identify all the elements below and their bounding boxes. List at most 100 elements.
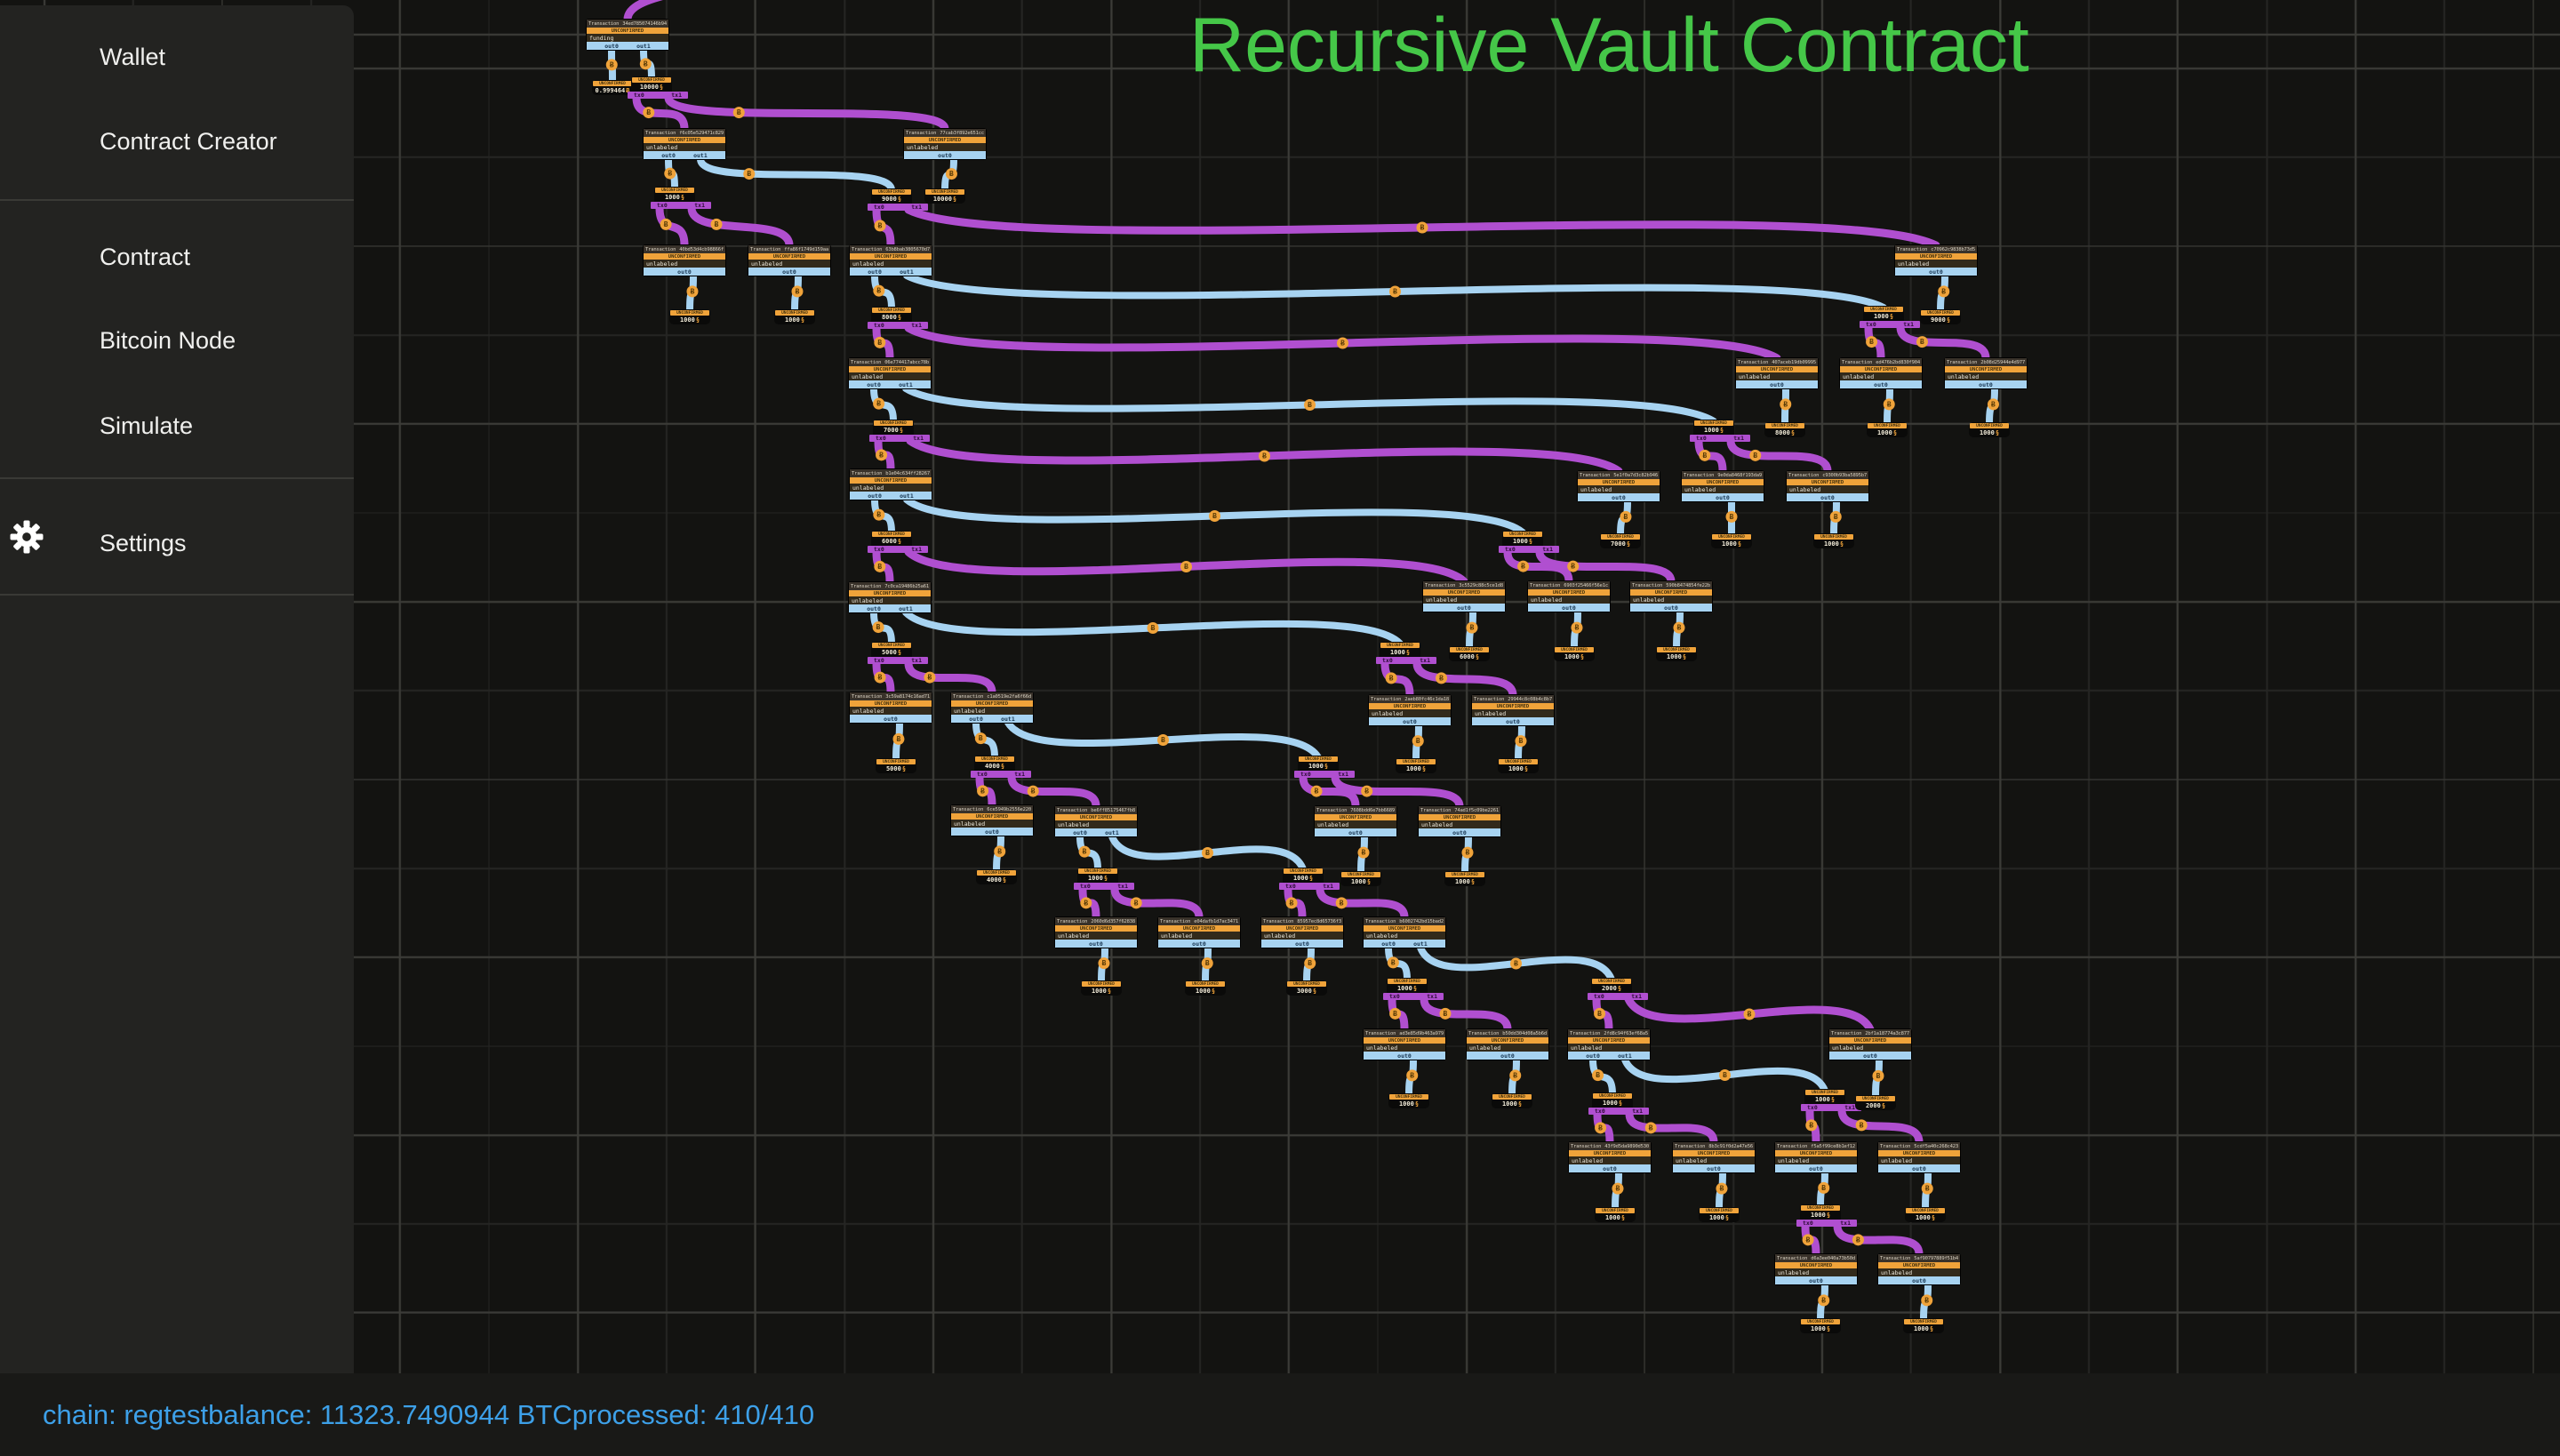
utxo-spenders-bar[interactable]: tx0 tx1 — [1279, 883, 1340, 890]
utxo-badge[interactable]: UNCONFIRMED 1000 § tx0 tx1 — [1074, 868, 1134, 890]
utxo-spenders-bar[interactable]: tx0 tx1 — [1376, 657, 1436, 664]
utxo-badge[interactable]: UNCONFIRMED 1000 § tx0 tx1 — [1796, 1204, 1857, 1227]
utxo-badge[interactable]: UNCONFIRMED 7000 § — [1600, 533, 1641, 548]
tx-outputs-bar[interactable]: out0 — [1775, 1164, 1857, 1172]
transaction-node[interactable]: Transaction ed476b2bd830f904 UNCONFIRMED un… — [1840, 358, 1922, 388]
transaction-node[interactable]: Transaction c9300b93ba5895b7 UNCONFIRMED un… — [1787, 471, 1868, 501]
transaction-node[interactable]: Transaction 3c5529c88c5ce1d8 UNCONFIRMED un… — [1423, 581, 1505, 612]
utxo-badge[interactable]: UNCONFIRMED 4000 § — [976, 869, 1017, 884]
transaction-node[interactable]: Transaction 5e1f0a7d3c82b946 UNCONFIRMED un… — [1578, 471, 1660, 501]
utxo-badge[interactable]: UNCONFIRMED 1000 § tx0 tx1 — [1499, 531, 1559, 553]
tx-outputs-bar[interactable]: out0 — [1158, 940, 1240, 948]
utxo-badge[interactable]: UNCONFIRMED 1000 § tx0 tx1 — [1588, 1092, 1649, 1115]
utxo-badge[interactable]: UNCONFIRMED 2000 § — [1855, 1095, 1896, 1110]
tx-outputs-bar[interactable]: out0 — [1787, 493, 1868, 501]
utxo-badge[interactable]: UNCONFIRMED 8000 § — [1764, 422, 1805, 437]
utxo-badge[interactable]: UNCONFIRMED 10000 § tx0 tx1 — [628, 76, 688, 99]
utxo-badge[interactable]: UNCONFIRMED 1000 § — [1813, 533, 1854, 548]
transaction-node[interactable]: Transaction 40bd53d4cb98866f UNCONFIRMED un… — [644, 245, 725, 276]
utxo-badge[interactable]: UNCONFIRMED 1000 § — [1444, 871, 1485, 886]
transaction-node[interactable]: Transaction 5af90797889f51b4 UNCONFIRMED un… — [1878, 1254, 1960, 1284]
tx-outputs-bar[interactable]: out0 — [1682, 493, 1764, 501]
sidebar-item-bitcoin-node[interactable]: Bitcoin Node — [100, 326, 236, 354]
tx-outputs-bar[interactable]: out0 — [1055, 940, 1137, 948]
utxo-spenders-bar[interactable]: tx0 tx1 — [971, 771, 1031, 778]
utxo-spenders-bar[interactable]: tx0 tx1 — [868, 322, 928, 329]
transaction-node[interactable]: Transaction 407aceb19db09995 UNCONFIRMED un… — [1736, 358, 1818, 388]
utxo-badge[interactable]: UNCONFIRMED 1000 § — [1554, 646, 1595, 661]
transaction-node[interactable]: Transaction 63b8bab3805670d7 UNCONFIRMED un… — [850, 245, 932, 276]
utxo-badge[interactable]: UNCONFIRMED 6000 § tx0 tx1 — [868, 531, 928, 553]
utxo-badge[interactable]: UNCONFIRMED 1000 § tx0 tx1 — [1383, 978, 1444, 1000]
transaction-node[interactable]: Transaction 29944c8c08b4c8b7 UNCONFIRMED un… — [1472, 695, 1554, 725]
utxo-spenders-bar[interactable]: tx0 tx1 — [1499, 546, 1559, 553]
transaction-node[interactable]: Transaction 9e0da8468f193da9 UNCONFIRMED un… — [1682, 471, 1764, 501]
sidebar-item-contract-creator[interactable]: Contract Creator — [100, 127, 277, 155]
transaction-node[interactable]: Transaction 2fd8c94f63ef68a5 UNCONFIRMED un… — [1568, 1029, 1650, 1060]
utxo-spenders-bar[interactable]: tx0 tx1 — [868, 204, 928, 211]
tx-outputs-bar[interactable]: out0 out1 — [1364, 940, 1445, 948]
utxo-badge[interactable]: UNCONFIRMED 1000 § — [774, 309, 815, 324]
utxo-badge[interactable]: UNCONFIRMED 1000 § — [1081, 980, 1122, 996]
tx-outputs-bar[interactable]: out0 — [1423, 604, 1505, 612]
tx-outputs-bar[interactable]: out0 — [1419, 828, 1500, 836]
utxo-badge[interactable]: UNCONFIRMED 1000 § — [1185, 980, 1226, 996]
utxo-badge[interactable]: UNCONFIRMED 1000 § tx0 tx1 — [1690, 420, 1750, 442]
tx-outputs-bar[interactable]: out0 — [1569, 1164, 1651, 1172]
utxo-badge[interactable]: UNCONFIRMED 5000 § — [876, 758, 916, 773]
utxo-badge[interactable]: UNCONFIRMED 1000 § — [1340, 871, 1381, 886]
tx-outputs-bar[interactable]: out0 — [1840, 380, 1922, 388]
transaction-node[interactable]: Transaction 6ce5949b2556e220 UNCONFIRMED un… — [951, 805, 1033, 836]
transaction-node[interactable]: Transaction 5cdf5a40c268c423 UNCONFIRMED un… — [1878, 1142, 1960, 1172]
tx-outputs-bar[interactable]: out0 — [1630, 604, 1712, 612]
utxo-badge[interactable]: UNCONFIRMED 1000 § — [1595, 1207, 1636, 1222]
transaction-node[interactable]: Transaction f5a5f99ce8b1ef12 UNCONFIRMED un… — [1775, 1142, 1857, 1172]
transaction-node[interactable]: Transaction 43f9d5da9890d530 UNCONFIRMED un… — [1569, 1142, 1651, 1172]
utxo-badge[interactable]: UNCONFIRMED 9000 § — [1920, 309, 1961, 324]
utxo-spenders-bar[interactable]: tx0 tx1 — [1383, 993, 1444, 1000]
utxo-badge[interactable]: UNCONFIRMED 1000 § tx0 tx1 — [651, 187, 711, 209]
transaction-node[interactable]: Transaction 85957ec8d65736f3 UNCONFIRMED un… — [1261, 917, 1343, 948]
utxo-badge[interactable]: UNCONFIRMED 1000 § — [1498, 758, 1539, 773]
utxo-spenders-bar[interactable]: tx0 tx1 — [868, 546, 928, 553]
transaction-node[interactable]: Transaction 2bf1a18774a3c877 UNCONFIRMED un… — [1829, 1029, 1911, 1060]
tx-outputs-bar[interactable]: out0 out1 — [587, 42, 668, 50]
utxo-badge[interactable]: UNCONFIRMED 8000 § tx0 tx1 — [868, 307, 928, 329]
utxo-badge[interactable]: UNCONFIRMED 0.999464 Ƀ — [592, 80, 633, 95]
utxo-spenders-bar[interactable]: tx0 tx1 — [1588, 1108, 1649, 1115]
transaction-node[interactable]: Transaction ffa86f1749d159aa UNCONFIRMED un… — [748, 245, 830, 276]
tx-outputs-bar[interactable]: out0 — [1528, 604, 1610, 612]
utxo-spenders-bar[interactable]: tx0 tx1 — [1860, 321, 1920, 328]
utxo-spenders-bar[interactable]: tx0 tx1 — [1801, 1104, 1861, 1111]
transaction-node[interactable]: Transaction e04dafb1d7ac3471 UNCONFIRMED un… — [1158, 917, 1240, 948]
gear-icon[interactable] — [7, 517, 46, 556]
utxo-badge[interactable]: UNCONFIRMED 1000 § — [1699, 1207, 1740, 1222]
utxo-badge[interactable]: UNCONFIRMED 9000 § tx0 tx1 — [868, 188, 928, 211]
utxo-badge[interactable]: UNCONFIRMED 1000 § — [1492, 1093, 1532, 1108]
transaction-node[interactable]: Transaction b50dd304d08a5b6d UNCONFIRMED un… — [1467, 1029, 1548, 1060]
utxo-spenders-bar[interactable]: tx0 tx1 — [869, 435, 930, 442]
utxo-badge[interactable]: UNCONFIRMED 1000 § tx0 tx1 — [1376, 642, 1436, 664]
tx-outputs-bar[interactable]: out0 out1 — [849, 380, 931, 388]
tx-outputs-bar[interactable]: out0 — [1315, 828, 1396, 836]
transaction-node[interactable]: Transaction 06e774417abcc78b UNCONFIRMED un… — [849, 358, 931, 388]
transaction-node[interactable]: Transaction c70962c9838b73d5 UNCONFIRMED un… — [1895, 245, 1977, 276]
tx-outputs-bar[interactable]: out0 — [951, 828, 1033, 836]
tx-outputs-bar[interactable]: out0 — [1673, 1164, 1755, 1172]
utxo-badge[interactable]: UNCONFIRMED 1000 § — [1396, 758, 1436, 773]
utxo-badge[interactable]: UNCONFIRMED 6000 § — [1449, 646, 1490, 661]
tx-outputs-bar[interactable]: out0 — [1945, 380, 2027, 388]
utxo-badge[interactable]: UNCONFIRMED 1000 § — [1969, 422, 2010, 437]
tx-outputs-bar[interactable]: out0 — [1578, 493, 1660, 501]
transaction-node[interactable]: Transaction b1e04c634ff28267 UNCONFIRMED un… — [850, 469, 932, 500]
tx-outputs-bar[interactable]: out0 out1 — [850, 492, 932, 500]
tx-outputs-bar[interactable]: out0 — [1878, 1276, 1960, 1284]
tx-outputs-bar[interactable]: out0 out1 — [951, 715, 1033, 723]
utxo-spenders-bar[interactable]: tx0 tx1 — [1294, 771, 1355, 778]
tx-outputs-bar[interactable]: out0 — [850, 715, 932, 723]
tx-outputs-bar[interactable]: out0 — [748, 268, 830, 276]
utxo-spenders-bar[interactable]: tx0 tx1 — [651, 202, 711, 209]
tx-outputs-bar[interactable]: out0 — [1829, 1052, 1911, 1060]
utxo-badge[interactable]: UNCONFIRMED 1000 § tx0 tx1 — [1860, 306, 1920, 328]
sidebar-item-contract[interactable]: Contract — [100, 243, 191, 270]
